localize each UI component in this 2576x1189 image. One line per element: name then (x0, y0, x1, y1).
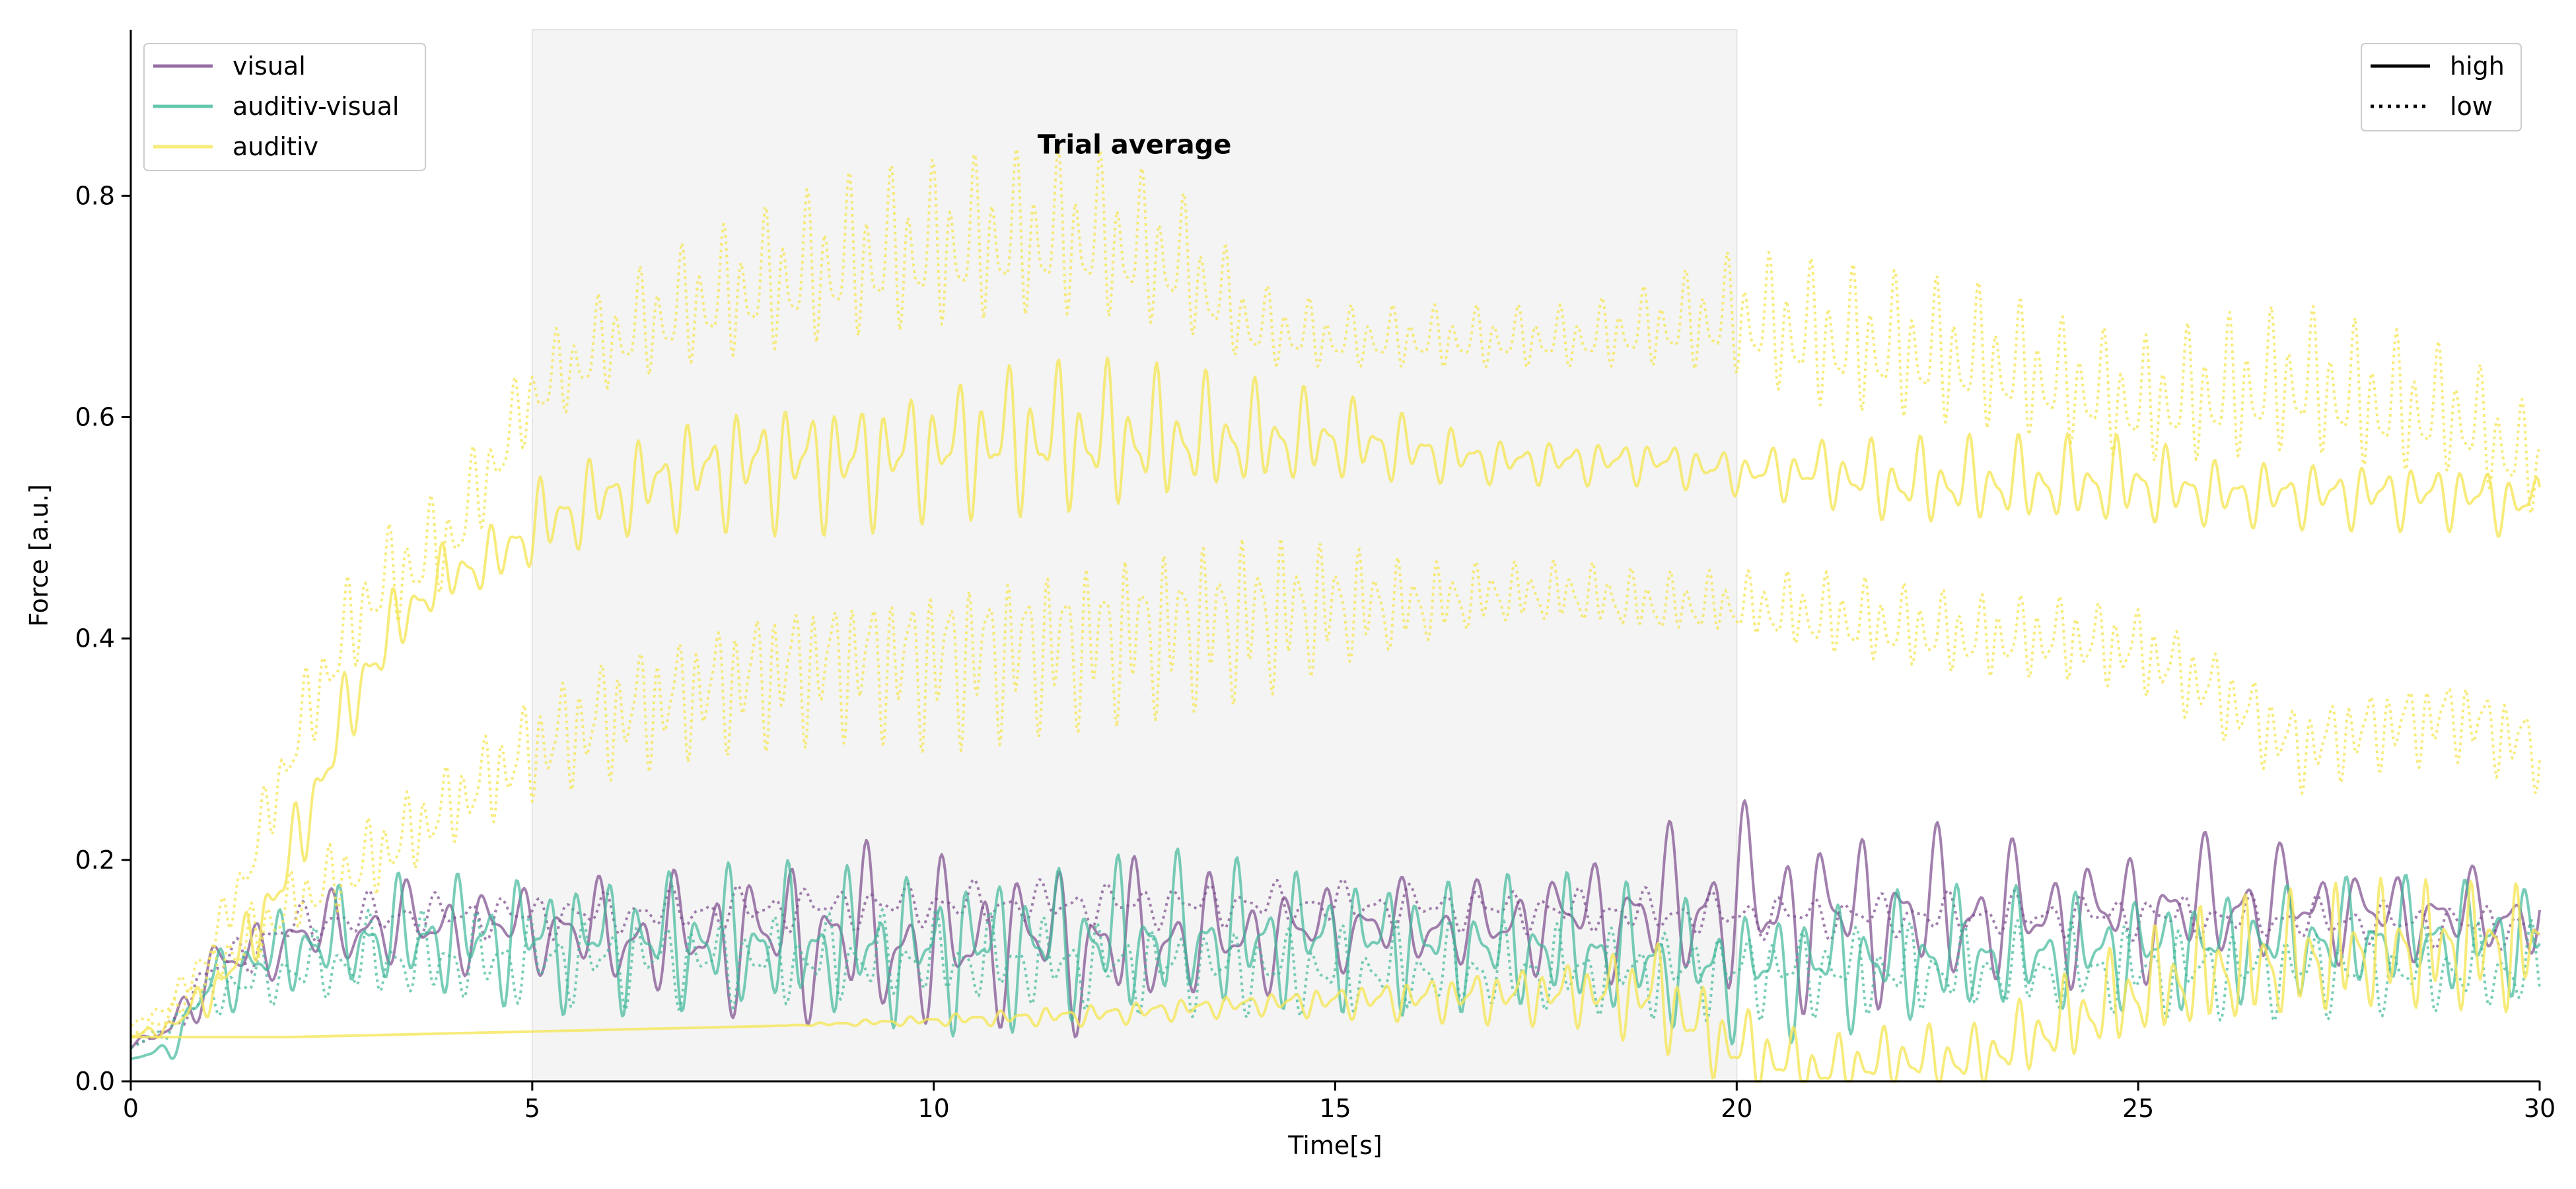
legend-frame (143, 43, 426, 171)
series-line-auditiv-low (130, 147, 2541, 1027)
legend-conditions: visual auditiv-visual auditiv (143, 43, 426, 171)
series-line-auditiv-high (131, 877, 2540, 1083)
y-tick-label: 0.6 (75, 403, 115, 432)
x-tick-label: 10 (917, 1094, 949, 1123)
x-tick-label: 0 (123, 1094, 139, 1123)
x-tick-label: 5 (524, 1094, 540, 1123)
series-line-visual-low (129, 878, 2540, 1050)
legend-label: high (2450, 52, 2505, 81)
legend-label: visual (233, 52, 306, 81)
series-line-auditiv-low (129, 537, 2541, 1038)
x-tick-label: 30 (2524, 1094, 2556, 1123)
series-line-auditiv-visual-high (130, 847, 2541, 1061)
legend-label: auditiv-visual (233, 92, 399, 121)
x-axis-ticks: 0 5 10 15 20 25 30 (123, 1081, 2556, 1123)
y-axis-ticks: 0.0 0.2 0.4 0.6 0.8 (75, 181, 131, 1096)
y-tick-label: 0.8 (75, 181, 115, 210)
series-line-auditiv-high (130, 356, 2541, 1039)
x-tick-label: 20 (1721, 1094, 1752, 1123)
x-tick-label: 25 (2122, 1094, 2154, 1123)
trial-average-annotation: Trial average (1038, 130, 1232, 161)
legend-label: low (2450, 92, 2493, 121)
legend-linestyle: high low (2361, 43, 2522, 131)
series-layer (129, 147, 2541, 1083)
legend-label: auditiv (233, 132, 318, 161)
x-axis-label: Time[s] (1287, 1131, 1382, 1160)
y-axis-label: Force [a.u.] (24, 484, 54, 627)
x-tick-label: 15 (1319, 1094, 1351, 1123)
y-tick-label: 0.2 (75, 846, 115, 875)
y-tick-label: 0.0 (75, 1067, 115, 1096)
y-tick-label: 0.4 (75, 624, 115, 653)
series-line-auditiv-visual-low (130, 908, 2541, 1050)
